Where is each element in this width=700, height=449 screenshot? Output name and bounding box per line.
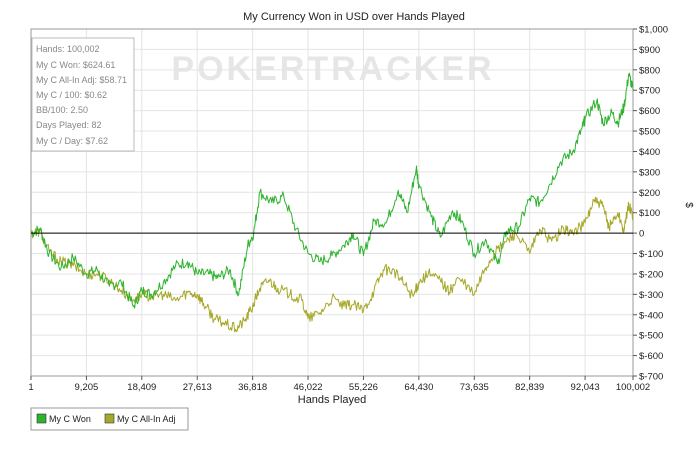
y-axis-ticks: $1,000 $900 $800 $700 $600 $500 $400 $300 $200 $1… [633, 25, 668, 383]
legend-label-allin: My C All-In Adj [117, 414, 176, 424]
plot-frame [30, 28, 634, 377]
y-tick-label: $500 [639, 127, 660, 138]
stats-box: Hands: 100,002 My C Won: $624.61 My C Al… [31, 37, 135, 152]
y-tick-label: $400 [639, 147, 660, 158]
pokertracker-watermark: POKERTRACKER [171, 50, 494, 88]
x-tick-label: 9,205 [75, 382, 99, 393]
x-tick-label: 1 [28, 382, 33, 393]
legend: My C Won My C All-In Adj [30, 407, 189, 431]
y-tick-label: $900 [639, 45, 660, 56]
y-tick-label: $-300 [639, 290, 663, 301]
y-tick-label: $600 [639, 106, 660, 117]
x-axis-label: Hands Played [298, 394, 367, 406]
y-axis-label: $ [683, 202, 694, 208]
y-tick-label: $-100 [639, 249, 663, 260]
x-tick-label: 82,839 [515, 382, 544, 393]
stats-days-played: Days Played: 82 [36, 120, 102, 130]
y-tick-label: $-600 [639, 351, 663, 362]
legend-label-won: My C Won [49, 414, 91, 424]
legend-swatch-allin [104, 413, 115, 424]
y-tick-label: 0 [639, 229, 644, 240]
stats-won: My C Won: $624.61 [36, 60, 115, 70]
y-tick-label: $-700 [639, 372, 663, 383]
y-tick-label: $800 [639, 65, 660, 76]
x-tick-label: 18,409 [127, 382, 156, 393]
series-line-allin-adj [30, 196, 634, 333]
stats-per-day: My C / Day: $7.62 [36, 136, 108, 146]
y-tick-label: $-500 [639, 331, 663, 342]
stats-bb-100: BB/100: 2.50 [36, 105, 88, 115]
legend-swatch-won [36, 413, 47, 424]
x-tick-label: 27,613 [183, 382, 212, 393]
x-tick-label: 100,002 [616, 382, 650, 393]
y-tick-label: $-400 [639, 310, 663, 321]
stats-allin-adj: My C All-In Adj: $58.71 [36, 75, 127, 85]
y-tick-label: $300 [639, 167, 660, 178]
y-tick-label: $200 [639, 188, 660, 199]
stats-per-100: My C / 100: $0.62 [36, 90, 107, 100]
y-tick-label: $700 [639, 86, 660, 97]
x-tick-label: 36,818 [238, 382, 267, 393]
x-tick-label: 55,226 [349, 382, 378, 393]
x-axis-ticks: 1 9,205 18,409 27,613 36,818 46,022 55,226 64,4… [28, 376, 650, 393]
x-tick-label: 73,635 [460, 382, 489, 393]
x-tick-label: 46,022 [294, 382, 323, 393]
x-tick-label: 92,043 [571, 382, 600, 393]
stats-box-frame [31, 37, 135, 152]
y-tick-label: $100 [639, 208, 660, 219]
y-tick-label: $-200 [639, 269, 663, 280]
stats-hands: Hands: 100,002 [36, 44, 100, 54]
chart-title: My Currency Won in USD over Hands Played [243, 11, 465, 23]
y-tick-label: $1,000 [639, 25, 668, 36]
x-tick-label: 64,430 [404, 382, 433, 393]
